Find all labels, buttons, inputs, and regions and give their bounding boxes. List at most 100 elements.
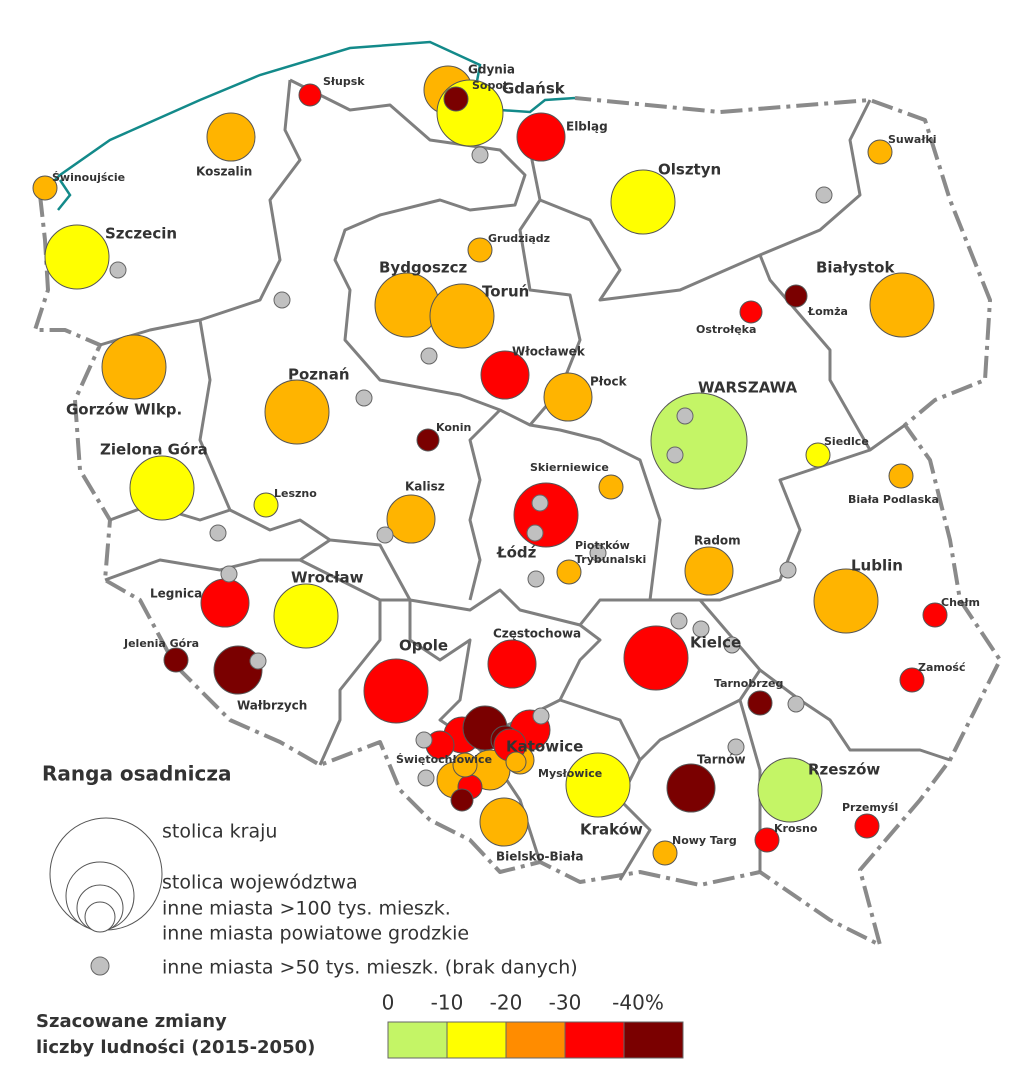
city-circle [805,442,831,468]
city-label: Płock [590,375,628,389]
coastline [39,40,576,211]
scale-box [623,1021,684,1059]
city-circle [854,813,880,839]
city-label: Konin [436,421,471,434]
city-circle [200,578,250,628]
city-label: Kielce [690,634,741,652]
no-data-point [723,636,741,654]
city-label: Bydgoszcz [379,259,468,277]
no-data-point [420,347,438,365]
scale-title: Szacowane zmiany [36,1011,227,1032]
city-label: Kraków [580,821,643,839]
city-circle [467,237,493,263]
city-label: Krosno [774,822,818,835]
region-border [638,448,951,872]
no-data-point [727,738,745,756]
city-label: Słupsk [323,75,365,88]
city-label: Zielona Góra [100,441,208,459]
city-circle [416,428,440,452]
city-label: Gdynia [468,63,515,77]
city-circle [867,139,893,165]
city-label: Grudziądz [488,232,550,245]
no-data-point [249,652,267,670]
city-circle [666,763,716,813]
city-label: Suwałki [888,133,937,146]
country-border [33,96,1002,947]
legend-circle [90,956,110,976]
city-label: Toruń [482,283,529,301]
scale-box [564,1021,625,1059]
city-label: Rzeszów [808,761,880,779]
legend-label: inne miasta powiatowe grodzkie [162,923,469,945]
city-label: Tarnów [697,753,746,767]
city-circle [684,546,734,596]
legend-label: inne miasta >100 tys. mieszk. [162,898,451,920]
city-label: Leszno [274,487,317,500]
city-label: Sopot [472,79,508,92]
city-circle [623,625,689,691]
scale-tick-label: -20 [490,991,523,1015]
region-border [759,99,872,257]
city-label: Legnica [150,587,202,601]
city-circle [479,797,529,847]
city-label: Świnoujście [52,171,125,184]
no-data-point [220,565,238,583]
city-label: Koszalin [196,165,252,179]
city-circle [565,752,631,818]
city-circle [264,379,330,445]
city-circle [452,752,478,778]
city-circle [516,112,566,162]
city-label: Szczecin [105,225,177,243]
map-base [33,40,1002,947]
legend-label: inne miasta >50 tys. mieszk. (brak danyc… [162,957,578,979]
no-data-point [376,526,394,544]
no-data-point [109,261,127,279]
city-label: Przemyśl [842,801,898,814]
city-label: Tarnobrzeg [714,677,783,690]
legend-title: Ranga osadnicza [42,762,231,786]
no-data-point [692,620,710,638]
city-circle [450,788,474,812]
city-circle [386,494,436,544]
city-circle [253,492,279,518]
no-data-point [815,186,833,204]
city-circle [513,482,579,548]
city-circle [129,455,195,521]
city-circle [374,272,440,338]
city-label: Mysłowice [538,767,602,780]
city-circle [44,224,110,290]
city-label: Katowice [506,738,583,756]
city-circle [650,392,748,490]
city-label: Wrocław [291,569,364,587]
city-circle [899,667,925,693]
scale-title: liczby ludności (2015-2050) [36,1037,315,1058]
city-label: Piotrków [575,539,630,552]
city-label: Świętochłowice [396,753,492,766]
city-circle [363,658,429,724]
city-label: Biała Podlaska [848,493,939,506]
scale-tick-label: 0 [382,991,395,1015]
no-data-point [666,446,684,464]
city-circle [443,86,469,112]
city-label: Trybunalski [575,553,646,566]
city-circle [747,690,773,716]
city-circle [888,463,914,489]
city-label: Bielsko-Biała [496,850,583,864]
city-circle [652,840,678,866]
scale-box [387,1021,448,1059]
legend: stolica kraju stolica województwa inne mia… [49,817,578,979]
city-label: Opole [399,637,448,655]
city-label: Poznań [288,366,350,384]
no-data-point [415,731,433,749]
no-data-point [471,146,489,164]
city-label: WARSZAWA [698,379,798,397]
city-circle [543,372,593,422]
scale-tick-label: -30 [549,991,582,1015]
city-label: Elbląg [566,120,608,134]
no-data-point [209,524,227,542]
scale-tick-label: -10 [431,991,464,1015]
city-circle [429,283,495,349]
city-label: Włocławek [512,345,586,359]
city-circle [739,300,763,324]
